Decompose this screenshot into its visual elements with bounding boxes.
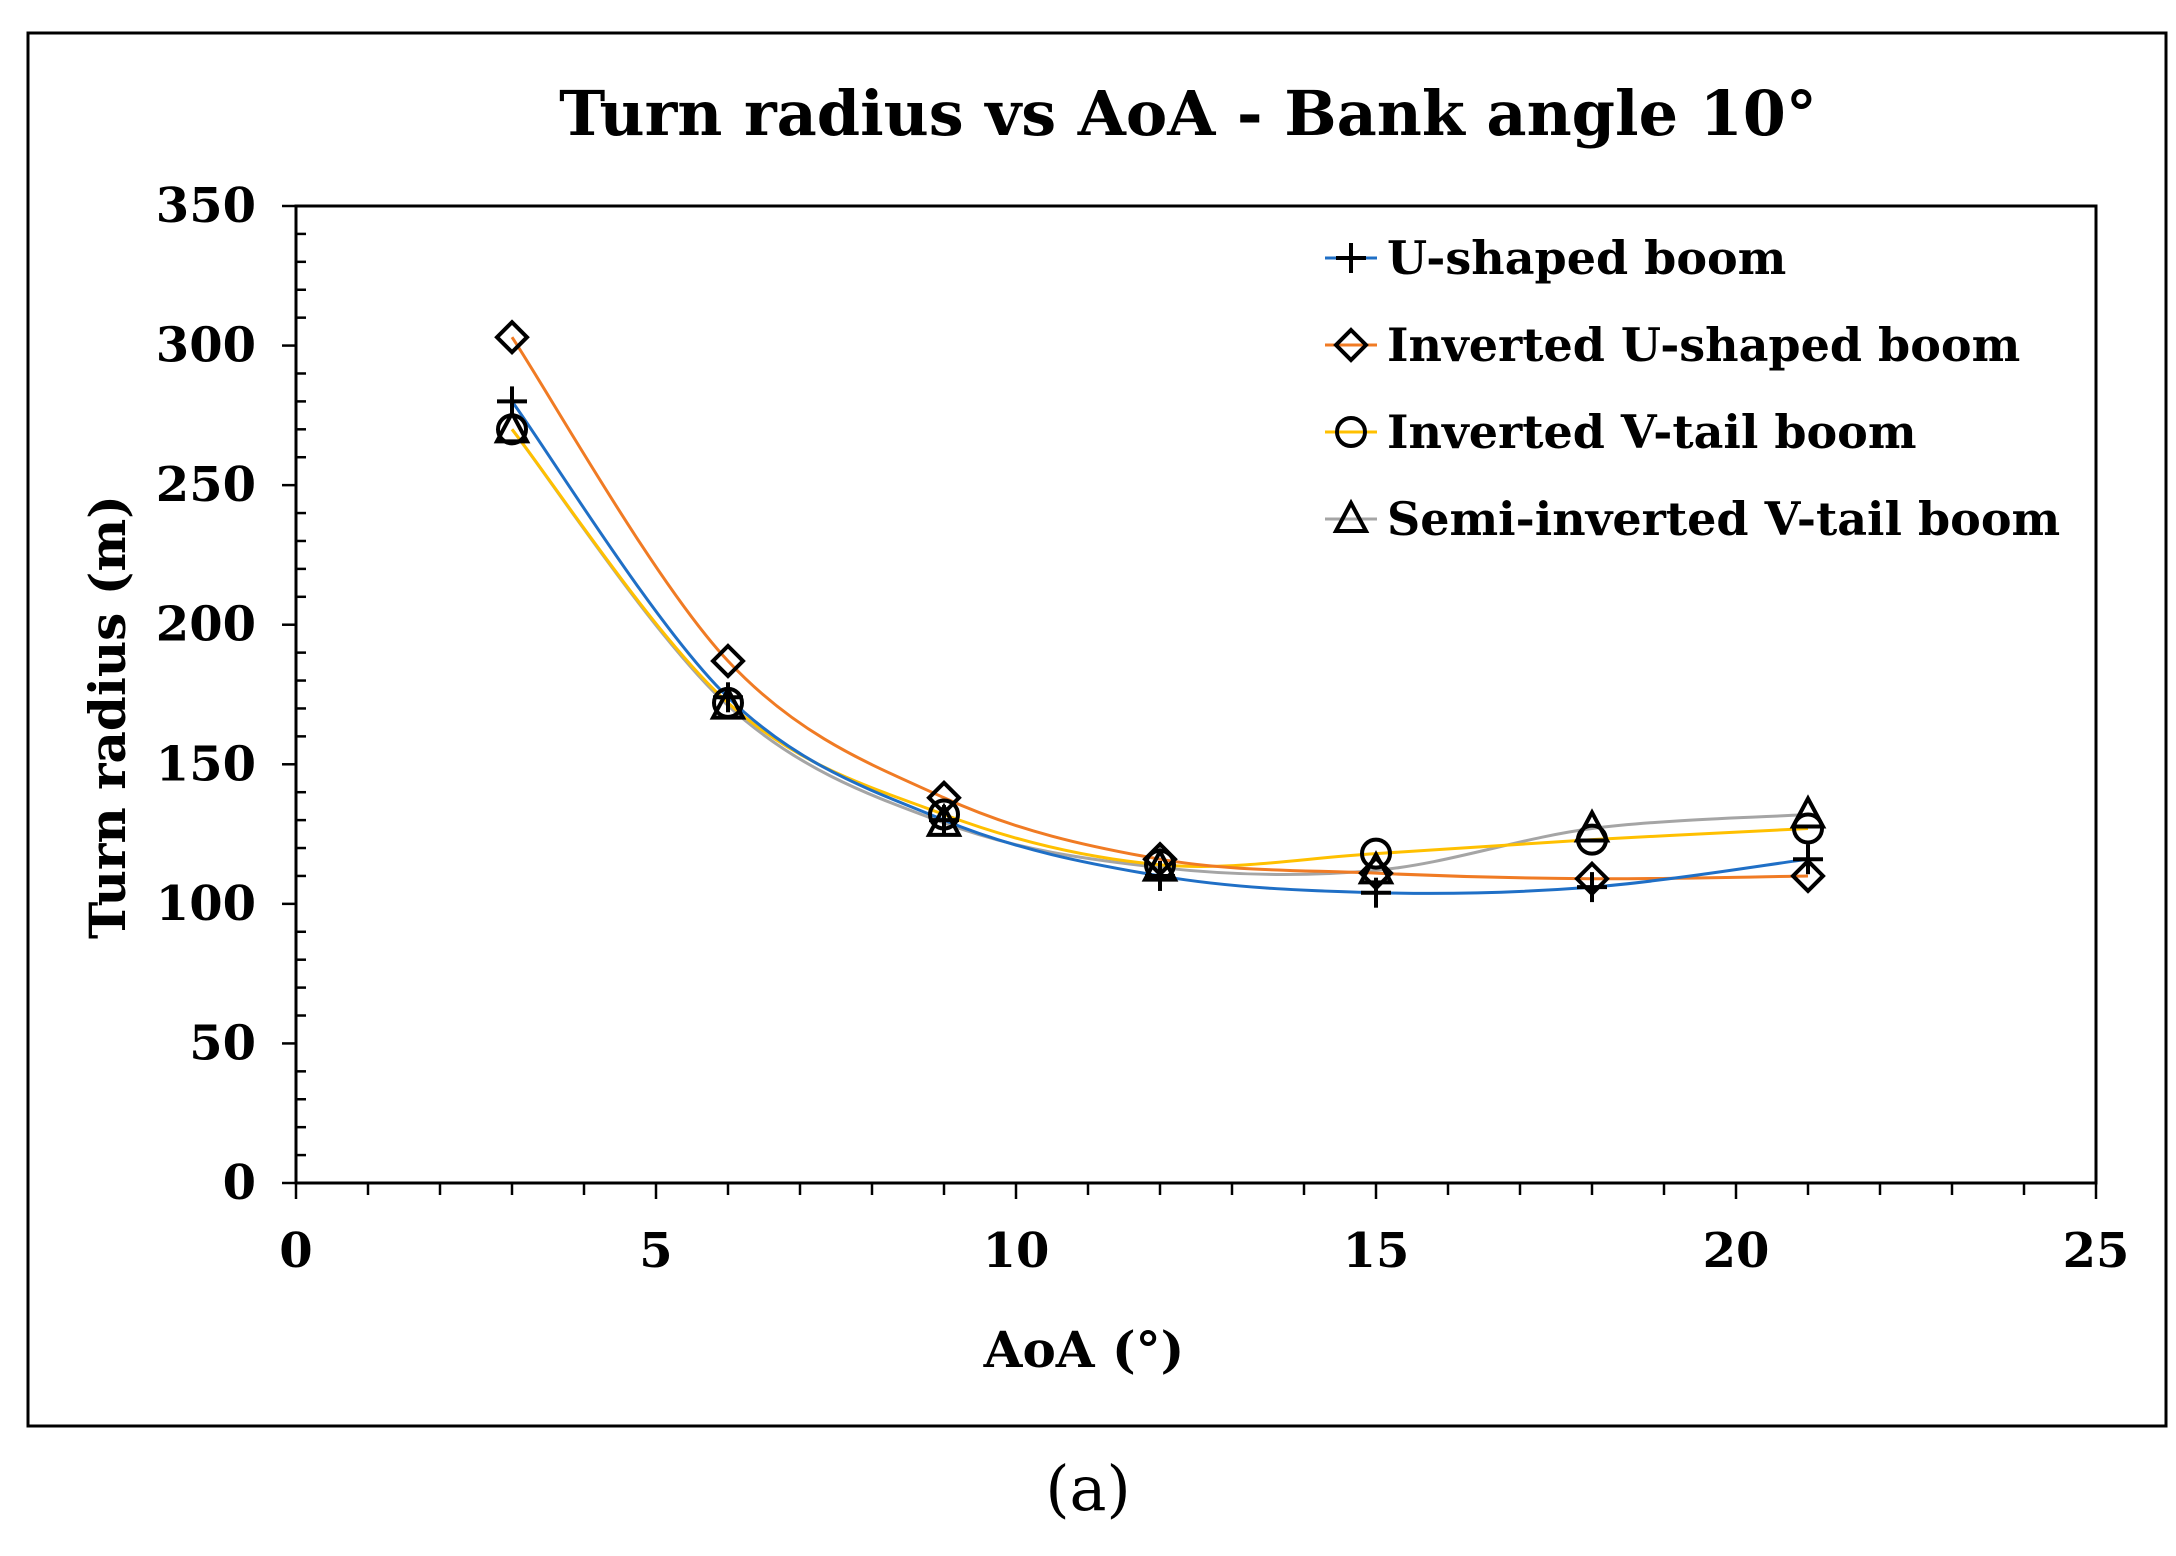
legend-marker-triangle (1332, 498, 1370, 533)
data-point-plus (1577, 872, 1607, 903)
series-line-diamond (510, 336, 1809, 881)
legend-item: Inverted U-shaped boom (1325, 318, 2020, 372)
data-point-triangle (1357, 850, 1395, 885)
data-point-triangle (925, 802, 963, 837)
legend-marker-diamond (1333, 327, 1369, 363)
legend-label: Semi-inverted V-tail boom (1387, 492, 2060, 546)
x-axis-label: AoA (°) (983, 1320, 1185, 1379)
data-point-circle (928, 798, 960, 831)
chart-title: Turn radius vs AoA - Bank angle 10° (559, 77, 1817, 150)
y-tick-label: 300 (156, 318, 256, 374)
x-tick-label: 20 (1703, 1223, 1770, 1279)
data-point-circle (1360, 837, 1392, 870)
data-point-diamond (1358, 855, 1394, 891)
data-point-diamond (494, 319, 530, 356)
legend: U-shaped boom Inverted U-shaped boom Inver… (1325, 231, 2060, 546)
x-tick-label: 10 (983, 1223, 1050, 1279)
y-tick-label: 0 (223, 1155, 256, 1211)
data-point-diamond (1574, 860, 1610, 897)
data-point-triangle (1789, 794, 1827, 829)
legend-label: Inverted V-tail boom (1387, 405, 1917, 459)
series-layer (493, 319, 1827, 908)
y-tick-label: 150 (156, 736, 256, 792)
legend-marker-plus (1336, 243, 1366, 273)
data-point-diamond (926, 779, 962, 816)
data-point-diamond (710, 643, 746, 679)
y-tick-label: 50 (189, 1015, 256, 1071)
legend-label: U-shaped boom (1387, 231, 1786, 285)
data-point-triangle (1141, 847, 1179, 882)
x-tick-label: 15 (1343, 1223, 1410, 1279)
x-tick-label: 5 (639, 1223, 672, 1279)
data-point-triangle (1573, 808, 1611, 843)
data-point-diamond (1790, 858, 1826, 894)
legend-item: Inverted V-tail boom (1325, 405, 1917, 459)
series-line-triangle (510, 428, 1809, 876)
data-point-triangle (709, 685, 747, 720)
y-tick-label: 350 (156, 178, 256, 234)
y-axis-label: Turn radius (m) (78, 495, 137, 939)
plot-area (294, 204, 2098, 1185)
data-point-triangle (493, 409, 531, 444)
legend-marker-circle (1335, 416, 1367, 448)
y-tick-label: 100 (156, 876, 256, 932)
panel-label: (a) (1045, 1452, 1131, 1525)
y-tick-label: 250 (156, 457, 256, 513)
chart-frame (26, 31, 2168, 1428)
legend-item: U-shaped boom (1325, 231, 1786, 285)
y-tick-label: 200 (156, 597, 256, 653)
legend-label: Inverted U-shaped boom (1387, 318, 2020, 372)
legend-item: Semi-inverted V-tail boom (1325, 492, 2060, 546)
x-tick-label: 25 (2063, 1223, 2130, 1279)
x-tick-label: 0 (279, 1223, 312, 1279)
axes: 0 50 100 150 200 250 300 350 0 5 10 15 20 25 (156, 178, 2130, 1279)
